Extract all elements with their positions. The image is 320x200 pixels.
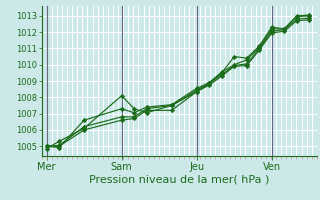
- X-axis label: Pression niveau de la mer( hPa ): Pression niveau de la mer( hPa ): [89, 174, 269, 184]
